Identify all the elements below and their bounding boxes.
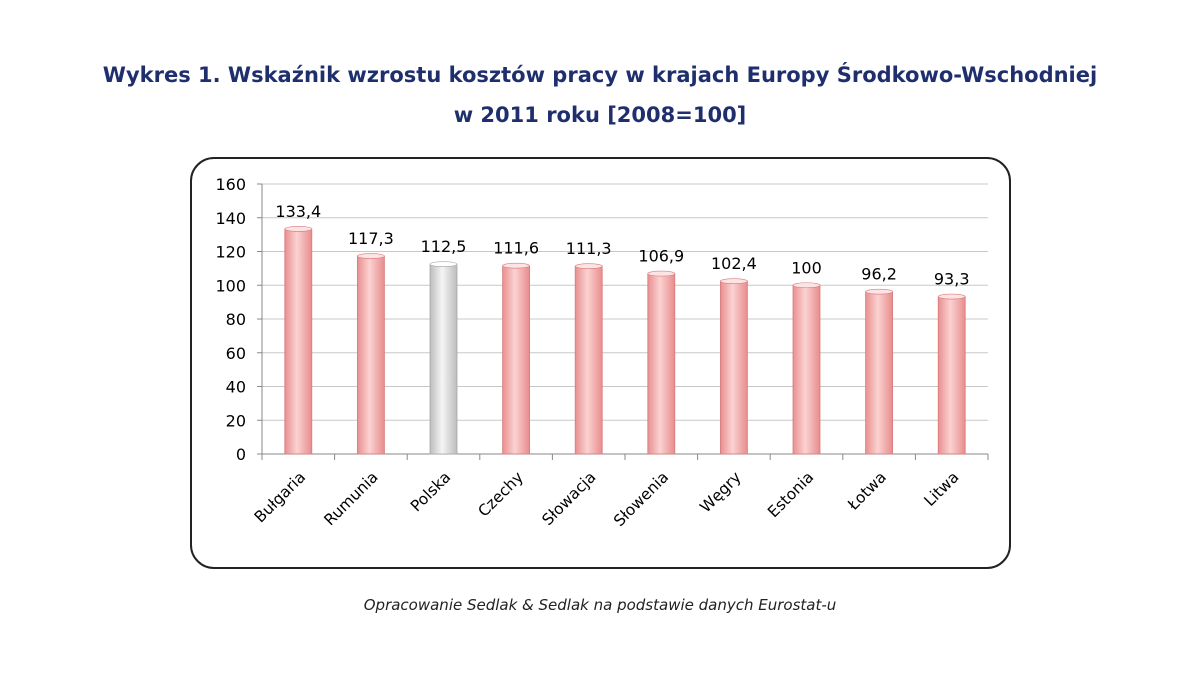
bar-cap bbox=[502, 262, 530, 269]
category-label: Bułgaria bbox=[251, 468, 309, 526]
bar-cap bbox=[865, 288, 893, 295]
category-label: Litwa bbox=[921, 468, 963, 510]
category-label: Słowacja bbox=[539, 468, 600, 529]
y-tick-label: 140 bbox=[215, 209, 246, 228]
data-label: 106,9 bbox=[638, 247, 684, 266]
source-note: Opracowanie Sedlak & Sedlak na podstawie… bbox=[363, 596, 837, 614]
y-tick-label: 120 bbox=[215, 243, 246, 262]
data-label: 111,6 bbox=[493, 239, 539, 258]
category-label: Estonia bbox=[764, 468, 817, 521]
data-label: 93,3 bbox=[934, 270, 970, 289]
bar-cap bbox=[720, 278, 748, 285]
bar-cap bbox=[357, 253, 385, 259]
bar-cap bbox=[429, 261, 458, 267]
data-label: 133,4 bbox=[275, 202, 321, 221]
y-axis-ticks: 0 20 40 60 80 100 120 140 160 bbox=[215, 175, 246, 464]
bar-cap bbox=[937, 293, 966, 300]
y-tick-label: 40 bbox=[226, 378, 246, 397]
y-tick-label: 60 bbox=[226, 344, 246, 363]
chart-title-line1: Wykres 1. Wskaźnik wzrostu kosztów pracy… bbox=[102, 63, 1098, 87]
data-labels: 133,4 117,3 112,5 111,6 111,3 106,9 102,4 100 96… bbox=[275, 202, 969, 289]
category-label: Węgry bbox=[696, 468, 744, 516]
data-label: 100 bbox=[791, 258, 822, 277]
bar-estonia bbox=[792, 284, 821, 455]
category-label: Łotwa bbox=[844, 468, 890, 514]
bar-rumunia bbox=[356, 255, 385, 455]
bar-polska bbox=[429, 263, 458, 455]
data-label: 112,5 bbox=[421, 237, 467, 256]
bar-słowacja bbox=[574, 265, 603, 455]
data-label: 117,3 bbox=[348, 229, 394, 248]
y-tick-label: 80 bbox=[226, 310, 246, 329]
chart-title-line2: w 2011 roku [2008=100] bbox=[453, 103, 747, 127]
bar-cap bbox=[574, 263, 603, 269]
category-label: Słowenia bbox=[610, 468, 672, 530]
y-tick-label: 160 bbox=[215, 175, 246, 194]
category-label: Czechy bbox=[475, 468, 527, 520]
bars bbox=[284, 226, 966, 455]
data-label: 102,4 bbox=[711, 254, 757, 273]
bar-czechy bbox=[502, 265, 531, 455]
bar-słowenia bbox=[647, 273, 676, 455]
bar-łotwa bbox=[865, 291, 893, 455]
y-tick-label: 100 bbox=[215, 276, 246, 295]
y-tick-label: 20 bbox=[226, 411, 246, 430]
category-label: Polska bbox=[407, 468, 454, 515]
data-label: 96,2 bbox=[861, 265, 897, 284]
bar-cap bbox=[792, 282, 821, 289]
bar-bułgaria bbox=[284, 228, 313, 455]
bar-cap bbox=[284, 226, 313, 232]
y-tick-label: 0 bbox=[236, 445, 246, 464]
category-label: Rumunia bbox=[321, 468, 382, 529]
category-labels: Bułgaria Rumunia Polska Czechy Słowacja Słowe… bbox=[251, 468, 963, 530]
bar-węgry bbox=[720, 280, 748, 455]
bar-litwa bbox=[937, 296, 966, 455]
data-label: 111,3 bbox=[566, 239, 612, 258]
bar-cap bbox=[647, 270, 676, 277]
